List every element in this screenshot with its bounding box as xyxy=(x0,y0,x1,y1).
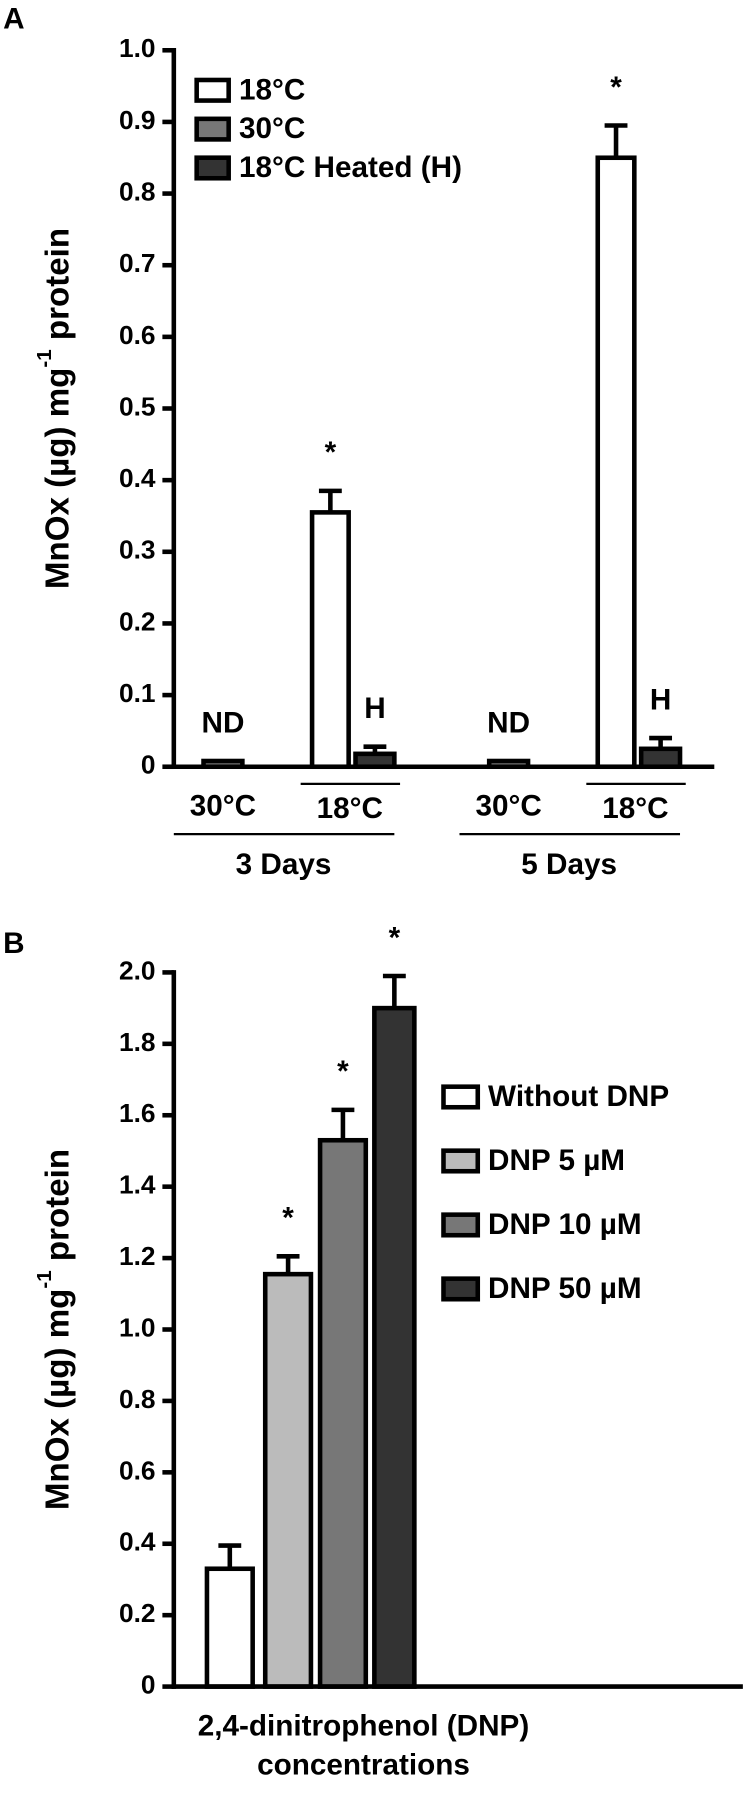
x-sublabel: 30°C xyxy=(190,790,256,823)
panel-label: B xyxy=(3,927,24,960)
bar-annotation: * xyxy=(337,1055,349,1088)
x-sublabel: 30°C xyxy=(475,790,541,823)
y-tick-label: 1.0 xyxy=(119,33,156,63)
y-label-sup: -1 xyxy=(33,349,56,367)
legend-label: 30°C xyxy=(239,112,305,145)
y-label-main: MnOx (µg) mg xyxy=(39,1289,76,1511)
bar-annotation: H xyxy=(364,692,385,725)
legend-swatch xyxy=(194,77,231,103)
x-sublabel: 18°C xyxy=(602,792,668,825)
y-tick-label: 0 xyxy=(141,1670,156,1700)
y-tick-label: 0.8 xyxy=(119,177,156,207)
y-tick-label: 0.4 xyxy=(119,463,156,493)
y-label-end: protein xyxy=(39,1149,76,1270)
legend-label: DNP 10 µM xyxy=(488,1208,641,1241)
legend-label: 18°C xyxy=(239,73,305,106)
bar-annotation: ND xyxy=(202,706,245,739)
bar xyxy=(372,1005,417,1689)
x-axis-label: 2,4-dinitrophenol (DNP) xyxy=(198,1710,530,1743)
y-tick-label: 0.7 xyxy=(119,248,156,278)
y-label-main: MnOx (µg) mg xyxy=(39,368,76,589)
bar xyxy=(595,155,637,770)
y-tick-label: 0.5 xyxy=(119,391,156,421)
x-sublabel: 18°C xyxy=(317,792,383,825)
y-tick-label: 1.0 xyxy=(119,1312,156,1342)
y-tick-label: 0.3 xyxy=(119,535,156,565)
y-label-end: protein xyxy=(39,228,76,349)
y-tick-label: 0.9 xyxy=(119,105,156,135)
y-tick-label: 1.8 xyxy=(119,1027,156,1057)
y-axis-label: MnOx (µg) mg-1 protein xyxy=(33,228,76,589)
legend-swatch xyxy=(441,1084,481,1110)
legend-label: Without DNP xyxy=(488,1080,669,1113)
panel-label: A xyxy=(3,2,24,35)
y-axis-label: MnOx (µg) mg-1 protein xyxy=(33,1149,76,1510)
y-label-sup: -1 xyxy=(33,1270,56,1288)
legend-swatch xyxy=(194,116,231,142)
y-tick-label: 0.4 xyxy=(119,1527,156,1557)
y-tick-label: 0.6 xyxy=(119,320,156,350)
x-axis-label: concentrations xyxy=(257,1748,470,1781)
legend-swatch xyxy=(194,155,231,181)
y-tick-label: 1.6 xyxy=(119,1098,156,1128)
y-tick-label: 0.2 xyxy=(119,606,156,636)
legend-swatch xyxy=(441,1212,481,1238)
legend-swatch xyxy=(441,1276,481,1302)
bar-annotation: * xyxy=(325,436,337,469)
y-tick-label: 0.2 xyxy=(119,1598,156,1628)
bar xyxy=(309,510,351,770)
legend-label: DNP 5 µM xyxy=(488,1144,625,1177)
bar xyxy=(262,1271,314,1689)
bar-annotation: * xyxy=(389,921,401,954)
legend-label: 18°C Heated (H) xyxy=(239,151,462,184)
y-tick-label: 1.4 xyxy=(119,1170,156,1200)
y-tick-label: 0.8 xyxy=(119,1384,156,1414)
bar xyxy=(317,1137,369,1689)
x-tick-label: 3 Days xyxy=(236,848,332,881)
y-tick-label: 0.1 xyxy=(119,678,156,708)
bar-annotation: * xyxy=(610,71,622,104)
y-tick-label: 2.0 xyxy=(119,955,156,985)
bar-annotation: * xyxy=(282,1202,294,1235)
y-tick-label: 0.6 xyxy=(119,1455,156,1485)
y-tick-label: 0 xyxy=(141,750,156,780)
bar-annotation: ND xyxy=(487,706,530,739)
bar-annotation: H xyxy=(650,683,671,716)
legend-swatch xyxy=(441,1148,481,1174)
legend-label: DNP 50 µM xyxy=(488,1272,641,1305)
y-tick-label: 1.2 xyxy=(119,1241,156,1271)
x-tick-label: 5 Days xyxy=(521,848,617,881)
bar xyxy=(204,1566,255,1689)
bar xyxy=(638,746,683,770)
